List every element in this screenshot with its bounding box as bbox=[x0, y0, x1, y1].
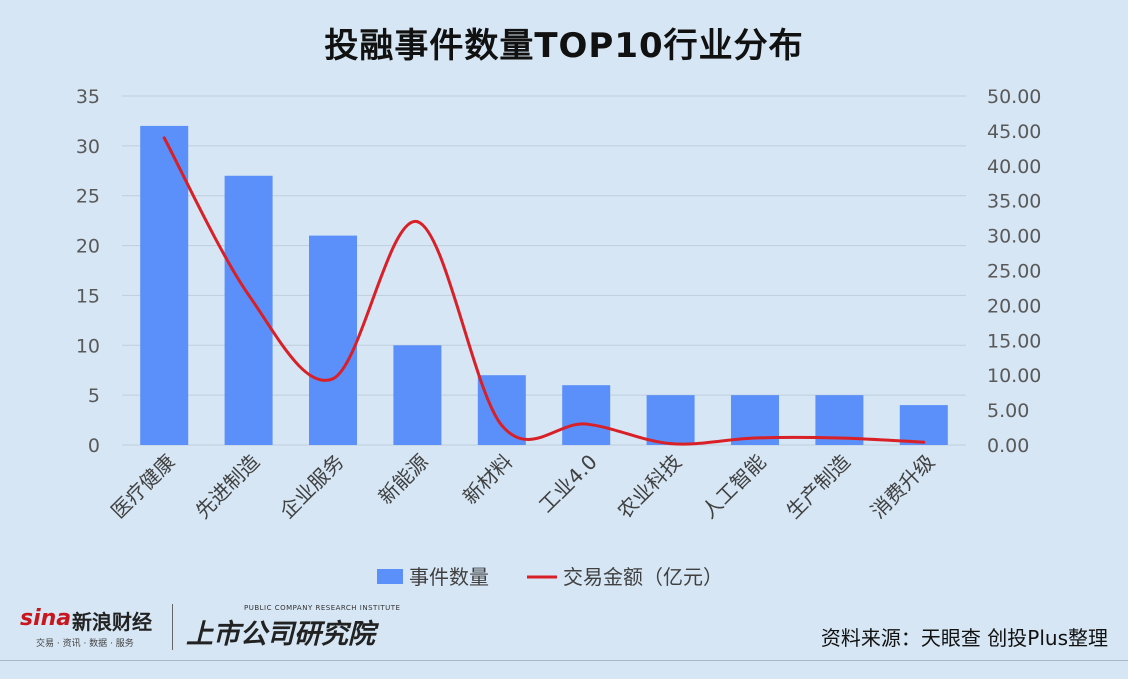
bar bbox=[309, 235, 357, 445]
line-point bbox=[584, 422, 588, 426]
line-point bbox=[669, 442, 673, 446]
right-tick-label: 20.00 bbox=[987, 295, 1041, 317]
bar bbox=[224, 175, 273, 445]
line-point bbox=[247, 293, 251, 297]
left-tick-label: 5 bbox=[88, 385, 100, 407]
bottom-divider bbox=[0, 660, 1128, 661]
left-tick-label: 0 bbox=[88, 435, 100, 457]
category-label: 农业科技 bbox=[613, 450, 687, 524]
chart-area: 0 5 10 15 20 25 30 35 0.00 5.00 10.00 15.00 20.00 25… bbox=[76, 86, 1042, 589]
left-tick-label: 35 bbox=[76, 86, 100, 108]
brand-divider bbox=[172, 604, 173, 650]
category-label: 工业4.0 bbox=[534, 450, 602, 518]
left-tick-label: 25 bbox=[76, 186, 100, 208]
line-point bbox=[331, 377, 335, 381]
right-tick-label: 15.00 bbox=[987, 330, 1041, 352]
line-point bbox=[753, 436, 757, 440]
research-institute-logo: 上市公司研究院 bbox=[186, 619, 375, 650]
category-labels: 医疗健康 先进制造 企业服务 新能源 新材料 工业4.0 农业科技 人工智能 生产制造 消费升级 bbox=[106, 450, 939, 524]
left-tick-label: 15 bbox=[76, 285, 100, 307]
line-point bbox=[500, 423, 504, 427]
bar-series bbox=[140, 125, 948, 446]
right-tick-label: 45.00 bbox=[987, 121, 1041, 143]
legend-bar-swatch bbox=[377, 569, 403, 584]
bar bbox=[899, 405, 948, 445]
category-label: 企业服务 bbox=[275, 450, 349, 524]
category-label: 消费升级 bbox=[866, 450, 940, 524]
right-tick-label: 35.00 bbox=[987, 191, 1041, 213]
sina-finance-logo-text: 新浪财经 bbox=[72, 610, 152, 634]
right-tick-label: 40.00 bbox=[987, 156, 1041, 178]
right-tick-label: 0.00 bbox=[987, 435, 1029, 457]
right-tick-label: 10.00 bbox=[987, 365, 1041, 387]
research-institute-english: PUBLIC COMPANY RESEARCH INSTITUTE bbox=[244, 604, 401, 612]
bar bbox=[393, 345, 442, 445]
bar bbox=[477, 375, 526, 445]
line-series bbox=[162, 136, 926, 446]
legend-bar-label: 事件数量 bbox=[409, 565, 489, 589]
left-tick-label: 30 bbox=[76, 136, 100, 158]
right-axis-ticks: 0.00 5.00 10.00 15.00 20.00 25.00 30.00 35.00 40… bbox=[987, 86, 1041, 457]
left-tick-label: 20 bbox=[76, 236, 100, 258]
category-label: 新材料 bbox=[458, 450, 517, 509]
legend: 事件数量 交易金额（亿元） bbox=[377, 565, 723, 589]
category-label: 生产制造 bbox=[781, 450, 855, 524]
bar bbox=[646, 395, 695, 445]
line-point bbox=[415, 220, 419, 224]
line-point bbox=[837, 436, 841, 440]
legend-line-label: 交易金额（亿元） bbox=[563, 565, 723, 589]
category-label: 医疗健康 bbox=[106, 450, 180, 524]
bar bbox=[562, 385, 611, 445]
category-label: 新能源 bbox=[374, 450, 433, 509]
line-point bbox=[162, 136, 166, 140]
footer: sina 新浪财经 交易 · 资讯 · 数据 · 服务 PUBLIC COMPA… bbox=[0, 598, 1128, 658]
chart-title: 投融事件数量TOP10行业分布 bbox=[324, 26, 804, 66]
line-point bbox=[922, 440, 926, 444]
left-axis-ticks: 0 5 10 15 20 25 30 35 bbox=[76, 86, 100, 457]
right-tick-label: 5.00 bbox=[987, 400, 1029, 422]
category-label: 先进制造 bbox=[191, 450, 265, 524]
amount-line bbox=[162, 137, 924, 446]
right-tick-label: 50.00 bbox=[987, 86, 1041, 108]
left-tick-label: 10 bbox=[76, 335, 100, 357]
right-tick-label: 25.00 bbox=[987, 261, 1041, 283]
data-source-note: 资料来源：天眼查 创投Plus整理 bbox=[820, 626, 1108, 650]
right-tick-label: 30.00 bbox=[987, 226, 1041, 248]
category-label: 人工智能 bbox=[697, 450, 771, 524]
sina-logo: sina bbox=[20, 606, 72, 631]
sina-finance-tagline: 交易 · 资讯 · 数据 · 服务 bbox=[36, 639, 134, 649]
bar bbox=[140, 125, 189, 446]
